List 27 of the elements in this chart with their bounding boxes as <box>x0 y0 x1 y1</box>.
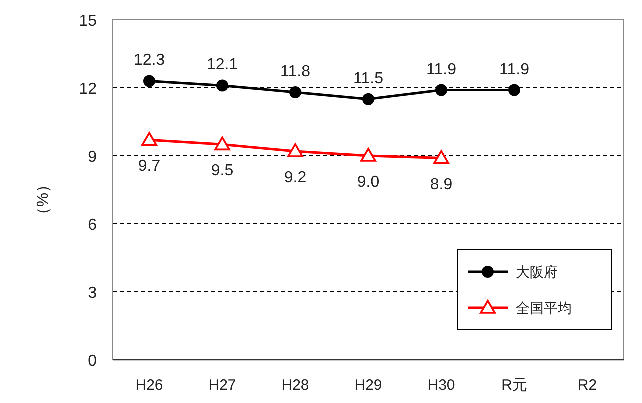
data-label: 8.9 <box>430 176 453 194</box>
data-label: 9.0 <box>357 174 380 191</box>
x-tick-label: R元 <box>502 377 528 394</box>
data-label: 11.5 <box>354 70 384 88</box>
data-label: 9.2 <box>284 169 307 186</box>
y-tick-label: 6 <box>88 217 98 234</box>
legend-label: 全国平均 <box>516 300 572 316</box>
x-tick-label: H26 <box>136 377 164 394</box>
y-tick-label: 12 <box>79 81 98 98</box>
data-label: 12.3 <box>134 52 166 70</box>
x-tick-label: H29 <box>354 377 382 394</box>
data-label: 12.1 <box>206 56 238 74</box>
data-label: 11.9 <box>426 61 457 78</box>
x-tick-label: H28 <box>282 377 310 394</box>
y-tick-label: 15 <box>79 13 98 30</box>
data-label: 11.9 <box>500 61 530 78</box>
x-tick-label: H30 <box>428 377 456 394</box>
data-label: 9.5 <box>211 162 234 180</box>
y-tick-label: 9 <box>88 149 98 166</box>
x-tick-label: R2 <box>578 377 598 394</box>
y-tick-label: 0 <box>88 353 98 370</box>
data-label: 9.7 <box>138 158 161 176</box>
y-tick-label: 3 <box>88 285 98 302</box>
x-tick-label: H27 <box>208 377 236 394</box>
data-label: 11.8 <box>280 64 311 81</box>
y-axis-title: （%） <box>35 176 52 224</box>
legend-label: 大阪府 <box>516 264 558 280</box>
